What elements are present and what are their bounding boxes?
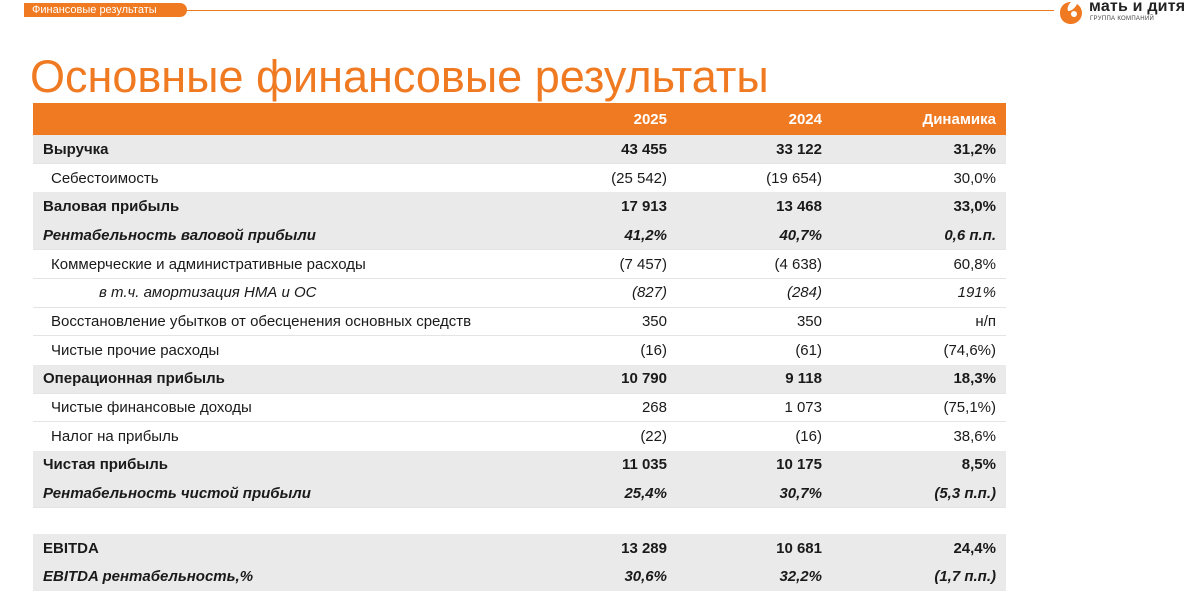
row-label: Рентабельность валовой прибыли	[33, 221, 578, 250]
value-2025: 268	[578, 392, 667, 422]
value-change: 8,5%	[822, 450, 1006, 480]
row-label: Чистые прочие расходы	[33, 335, 578, 365]
column-header-label	[33, 103, 578, 135]
row-label: Операционная прибыль	[33, 364, 578, 394]
row-label: Коммерческие и административные расходы	[33, 249, 578, 279]
row-label: EBITDA	[33, 533, 578, 563]
column-header-2025: 2025	[578, 103, 667, 135]
row-label: Выручка	[33, 135, 578, 164]
value-change: 60,8%	[822, 249, 1006, 279]
table-row: Чистые прочие расходы (16) (61) (74,6%)	[33, 335, 1006, 365]
page-title: Основные финансовые результаты	[30, 51, 769, 102]
value-2025: 43 455	[578, 135, 667, 164]
table-body: Выручка 43 455 33 122 31,2% Себестоимость (25…	[33, 135, 1006, 592]
value-change: н/п	[822, 306, 1006, 336]
row-label: Валовая прибыль	[33, 192, 578, 222]
value-2024: (284)	[667, 277, 822, 308]
value-change: 31,2%	[822, 135, 1006, 164]
value-change: 38,6%	[822, 421, 1006, 451]
value-change: 33,0%	[822, 192, 1006, 222]
row-label: Чистая прибыль	[33, 450, 578, 480]
table-row: Коммерческие и административные расходы(…	[33, 249, 1006, 279]
value-2024: 32,2%	[667, 562, 822, 592]
value-2025: (22)	[578, 421, 667, 451]
value-2025: 10 790	[578, 364, 667, 394]
table-row: Чистые финансовые доходы 268 1 073 (75,1%)	[33, 392, 1006, 422]
value-2025: 41,2%	[578, 221, 667, 250]
value-change: 18,3%	[822, 364, 1006, 394]
value-change: (74,6%)	[822, 335, 1006, 365]
value-2024: 33 122	[667, 135, 822, 164]
value-2024: 9 118	[667, 364, 822, 394]
table-row: EBITDA 13 289 10 681 24,4%	[33, 533, 1006, 563]
value-change: 0,6 п.п.	[822, 221, 1006, 250]
company-logo: мать и дитя ГРУППА КОМПАНИЙ	[1058, 0, 1196, 26]
value-2024: 30,7%	[667, 479, 822, 508]
logo-mark-icon	[1060, 2, 1082, 24]
table-row: Восстановление убытков от обесценения ос…	[33, 306, 1006, 336]
value-change: 24,4%	[822, 533, 1006, 563]
column-header-change: Динамика	[822, 103, 1006, 135]
value-2025: (7 457)	[578, 249, 667, 279]
header-divider	[24, 10, 1054, 11]
table-row: в т.ч. амортизация НМА и ОС (827) (284) 191…	[33, 277, 1006, 308]
value-change	[822, 507, 1006, 534]
value-2024: (19 654)	[667, 163, 822, 193]
value-2024: 13 468	[667, 192, 822, 222]
table-row: Выручка 43 455 33 122 31,2%	[33, 135, 1006, 164]
value-2025: 350	[578, 306, 667, 336]
value-2025: 30,6%	[578, 562, 667, 592]
table-row: Налог на прибыль (22) (16) 38,6%	[33, 421, 1006, 451]
logo-subtitle: ГРУППА КОМПАНИЙ	[1090, 16, 1155, 22]
value-change: 30,0%	[822, 163, 1006, 193]
row-label: Рентабельность чистой прибыли	[33, 479, 578, 508]
row-label: EBITDA рентабельность,%	[33, 562, 578, 592]
row-label: Налог на прибыль	[33, 421, 578, 451]
value-2024: (61)	[667, 335, 822, 365]
value-2025: (827)	[578, 277, 667, 308]
table-row: Чистая прибыль 11 035 10 175 8,5%	[33, 450, 1006, 480]
table-row: Операционная прибыль 10 790 9 118 18,3%	[33, 364, 1006, 394]
value-2025: 13 289	[578, 533, 667, 563]
section-tag: Финансовые результаты	[24, 3, 187, 17]
row-label: Восстановление убытков от обесценения ос…	[33, 306, 578, 336]
value-change: (1,7 п.п.)	[822, 562, 1006, 592]
row-label	[33, 507, 578, 534]
value-change: 191%	[822, 277, 1006, 308]
row-label: в т.ч. амортизация НМА и ОС	[33, 277, 578, 308]
column-header-2024: 2024	[667, 103, 822, 135]
value-2025: (25 542)	[578, 163, 667, 193]
value-2025: (16)	[578, 335, 667, 365]
row-label: Себестоимость	[33, 163, 578, 193]
value-2025: 17 913	[578, 192, 667, 222]
value-2024: 1 073	[667, 392, 822, 422]
table-row	[33, 507, 1006, 534]
table-row: Рентабельность валовой прибыли 41,2% 40,7%…	[33, 221, 1006, 250]
value-2024: (4 638)	[667, 249, 822, 279]
table-row: Валовая прибыль 17 913 13 468 33,0%	[33, 192, 1006, 222]
table-header-row: 2025 2024 Динамика	[33, 103, 1006, 135]
financial-results-table: 2025 2024 Динамика Выручка 43 455 33 122 31…	[33, 103, 1006, 592]
logo-name: мать и дитя	[1089, 0, 1186, 15]
value-2024: 350	[667, 306, 822, 336]
table-row: Себестоимость (25 542) (19 654) 30,0%	[33, 163, 1006, 193]
value-change: (75,1%)	[822, 392, 1006, 422]
table-row: EBITDA рентабельность,% 30,6% 32,2% (1,7 п.…	[33, 562, 1006, 592]
table-row: Рентабельность чистой прибыли 25,4% 30,7%(…	[33, 479, 1006, 508]
value-2024: (16)	[667, 421, 822, 451]
value-change: (5,3 п.п.)	[822, 479, 1006, 508]
value-2024: 10 175	[667, 450, 822, 480]
value-2025: 25,4%	[578, 479, 667, 508]
value-2025: 11 035	[578, 450, 667, 480]
value-2025	[578, 507, 667, 534]
value-2024	[667, 507, 822, 534]
value-2024: 40,7%	[667, 221, 822, 250]
row-label: Чистые финансовые доходы	[33, 392, 578, 422]
value-2024: 10 681	[667, 533, 822, 563]
